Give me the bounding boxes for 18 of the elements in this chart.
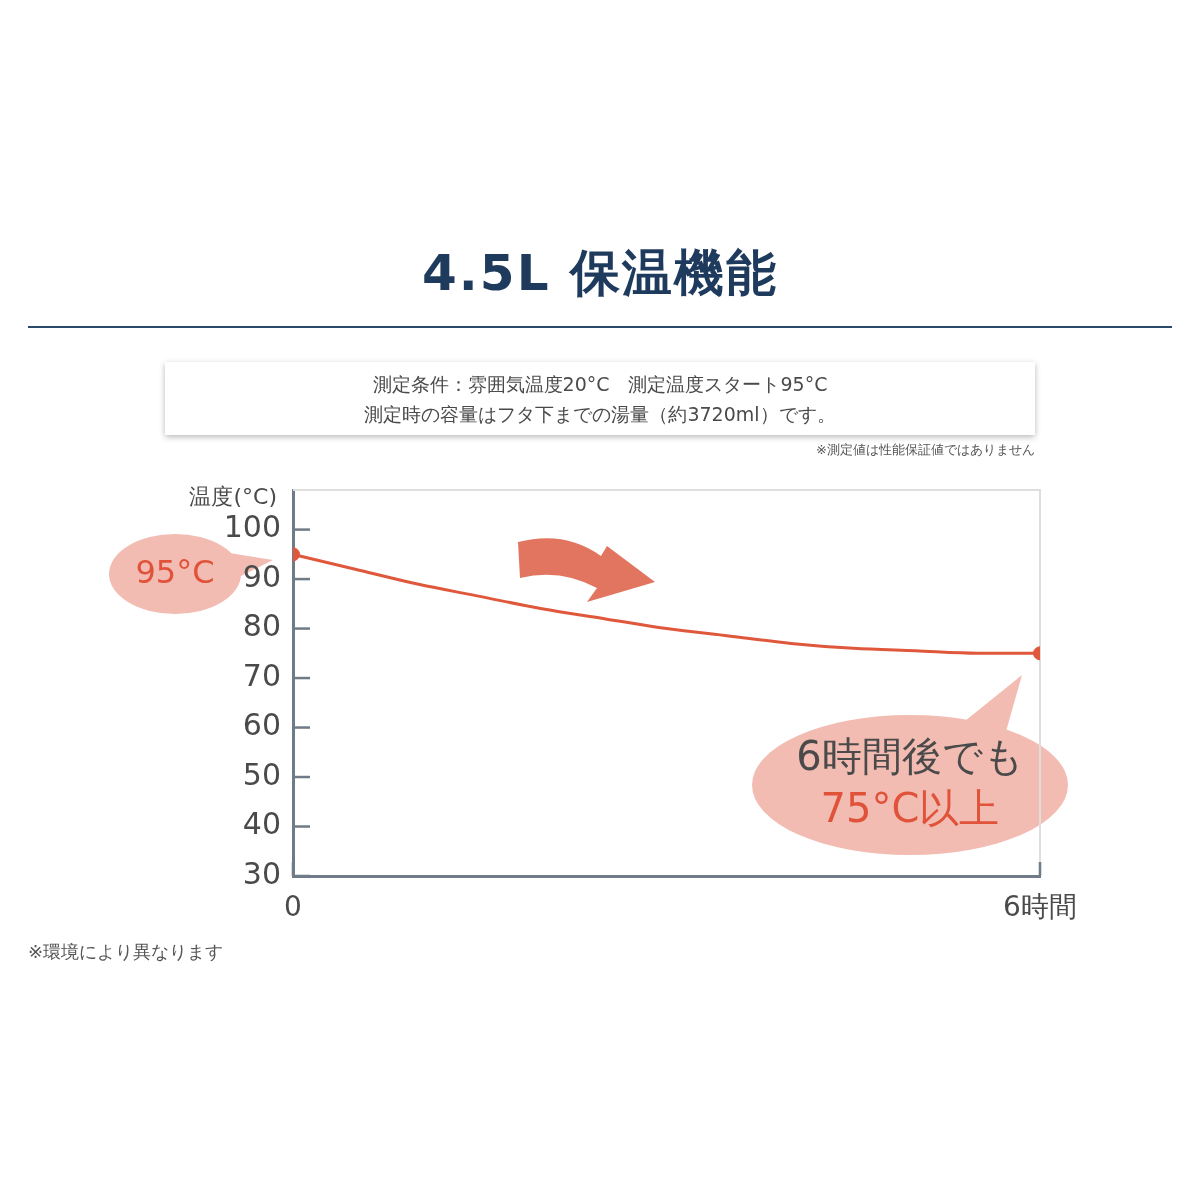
annotation: 6時間後でも 75°C以上 <box>796 732 1024 831</box>
x-tick-label: 6時間 <box>1003 890 1077 924</box>
y-tick-label: 50 <box>242 756 281 792</box>
x-tick-label: 0 <box>284 890 302 924</box>
caption-box: 測定条件：雰囲気温度20°C 測定温度スタート95°C 測定時の容量はフタ下までの湯量（約3720ml）です。 <box>165 362 1035 435</box>
y-tick-label: 30 <box>242 855 281 891</box>
annotation: 95°C <box>135 552 215 591</box>
y-tick-label: 90 <box>242 558 281 594</box>
y-tick-label: 80 <box>242 608 281 644</box>
chart-title: 4.5L 保温機能 <box>421 243 779 304</box>
y-axis-title: 温度(°C) <box>189 483 277 509</box>
y-tick-label: 70 <box>242 657 281 693</box>
y-tick-label: 100 <box>223 509 281 545</box>
y-tick-label: 40 <box>242 806 281 842</box>
text: ※測定値は性能保証値ではありません <box>816 441 1035 459</box>
text: ※環境により異なります <box>28 940 224 964</box>
y-tick-label: 60 <box>242 707 281 743</box>
chart-subtitle: 測定条件：雰囲気温度20°C 測定温度スタート95°C 測定時の容量はフタ下までの湯量（約3720ml）です。 <box>363 372 837 427</box>
